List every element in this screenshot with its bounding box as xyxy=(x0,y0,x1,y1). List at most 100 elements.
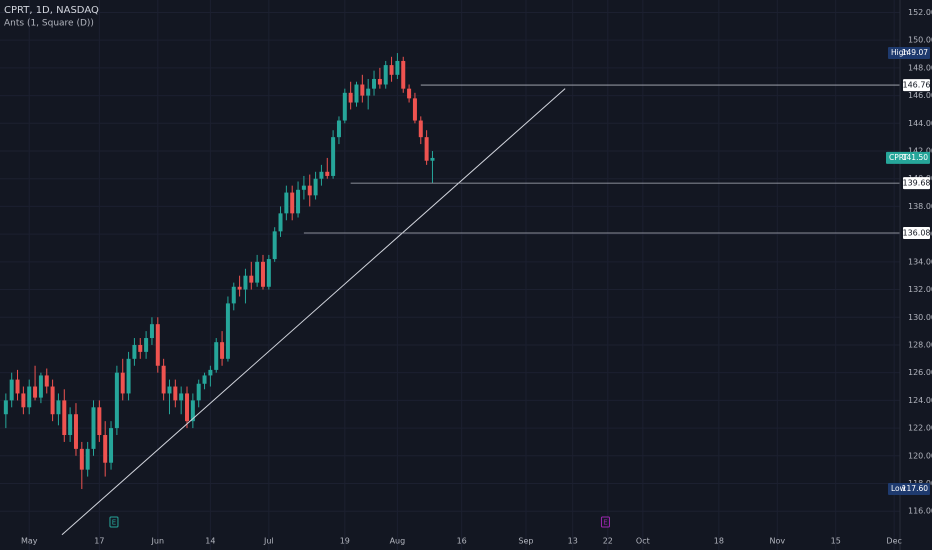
level-label-box xyxy=(903,177,930,190)
high-label-value: 149.07 xyxy=(902,48,928,57)
candle-body xyxy=(132,344,137,359)
last-price-box xyxy=(886,151,930,164)
candle-body xyxy=(366,88,371,96)
x-tick-label: 17 xyxy=(94,537,104,546)
grid xyxy=(0,0,900,550)
chart-title: CPRT, 1D, NASDAQ xyxy=(4,5,99,16)
candle-body xyxy=(33,386,38,398)
candle-body xyxy=(68,414,73,436)
high-label-name: High xyxy=(891,48,908,57)
last-price-name: CPRT xyxy=(889,153,908,162)
candle-body xyxy=(155,324,160,366)
candle-body xyxy=(354,84,359,103)
candle-body xyxy=(220,342,225,359)
event-marker xyxy=(600,516,610,528)
candle-body xyxy=(126,358,131,394)
candle-body xyxy=(9,379,14,401)
candle-body xyxy=(260,261,265,287)
candle-body xyxy=(307,185,312,196)
x-tick-label: Dec xyxy=(886,537,901,546)
candle-body xyxy=(377,78,382,85)
y-tick-label: 152.00 xyxy=(908,8,932,17)
candle-body xyxy=(56,400,61,415)
candle-body xyxy=(243,275,248,290)
candle-body xyxy=(360,84,365,96)
high-label-box xyxy=(888,47,930,60)
candle-body xyxy=(412,98,417,121)
y-tick-label: 124.00 xyxy=(908,396,932,405)
x-tick-label: Sep xyxy=(518,537,533,546)
x-tick-label: 18 xyxy=(714,537,724,546)
candle-body xyxy=(372,78,377,89)
candle-body xyxy=(342,92,347,121)
candle-body xyxy=(190,400,195,422)
last-price-value: 141.50 xyxy=(902,153,928,162)
y-tick-label: 144.00 xyxy=(908,119,932,128)
candle-body xyxy=(27,386,32,408)
y-tick-label: 116.00 xyxy=(908,507,932,516)
candle-body xyxy=(313,178,318,196)
x-tick-label: Nov xyxy=(769,537,785,546)
candle-body xyxy=(149,324,154,339)
y-tick-label: 134.00 xyxy=(908,257,932,266)
x-tick-label: Aug xyxy=(390,537,406,546)
x-tick-label: 19 xyxy=(340,537,350,546)
candle-body xyxy=(290,192,295,214)
candle-body xyxy=(38,375,43,398)
y-tick-label: 142.00 xyxy=(908,147,932,156)
candle-body xyxy=(196,383,201,401)
candle-body xyxy=(430,157,435,161)
candle-body xyxy=(237,286,242,290)
y-tick-label: 150.00 xyxy=(908,36,932,45)
x-tick-label: Jul xyxy=(263,537,274,546)
candle-body xyxy=(249,275,254,283)
candle-body xyxy=(85,448,90,470)
candle-body xyxy=(179,393,184,401)
candle-body xyxy=(278,213,283,232)
level-label: 139.68 xyxy=(903,179,931,188)
candle-body xyxy=(424,137,429,161)
candle-body xyxy=(231,286,236,304)
candle-body xyxy=(21,393,26,408)
candle-body xyxy=(296,189,301,214)
candle-body xyxy=(202,375,207,384)
y-tick-label: 126.00 xyxy=(908,368,932,377)
low-label-box xyxy=(888,483,930,496)
candle-body xyxy=(214,342,219,370)
candle-body xyxy=(301,185,306,190)
candle-body xyxy=(50,386,55,415)
y-tick-label: 138.00 xyxy=(908,202,932,211)
candle-body xyxy=(62,400,67,436)
candle-body xyxy=(120,372,125,394)
indicator-label: Ants (1, Square (D)) xyxy=(4,19,94,29)
x-tick-label: 15 xyxy=(831,537,841,546)
y-tick-label: 146.00 xyxy=(908,91,932,100)
event-label: E xyxy=(603,519,607,527)
x-tick-label: 14 xyxy=(205,537,215,546)
plot xyxy=(3,53,900,536)
x-tick-label: Oct xyxy=(636,537,650,546)
candle-body xyxy=(97,407,102,436)
candle-body xyxy=(167,386,172,394)
candle-body xyxy=(44,375,49,387)
level-label-box xyxy=(903,227,930,240)
candle-body xyxy=(109,428,114,463)
y-tick-label: 122.00 xyxy=(908,424,932,433)
trend-line xyxy=(61,88,566,536)
x-tick-label: Jun xyxy=(151,537,165,546)
x-tick-label: May xyxy=(21,537,38,546)
candle-body xyxy=(383,65,388,85)
candle-body xyxy=(3,400,8,415)
candle-body xyxy=(208,369,213,376)
level-label: 146.76 xyxy=(903,81,931,90)
candle-body xyxy=(103,435,108,463)
candle-body xyxy=(91,407,96,449)
candle-body xyxy=(173,386,178,401)
candle-body xyxy=(319,171,324,179)
candle-body xyxy=(272,231,277,260)
candle-body xyxy=(325,171,330,176)
y-tick-label: 148.00 xyxy=(908,63,932,72)
candle-body xyxy=(284,192,289,214)
